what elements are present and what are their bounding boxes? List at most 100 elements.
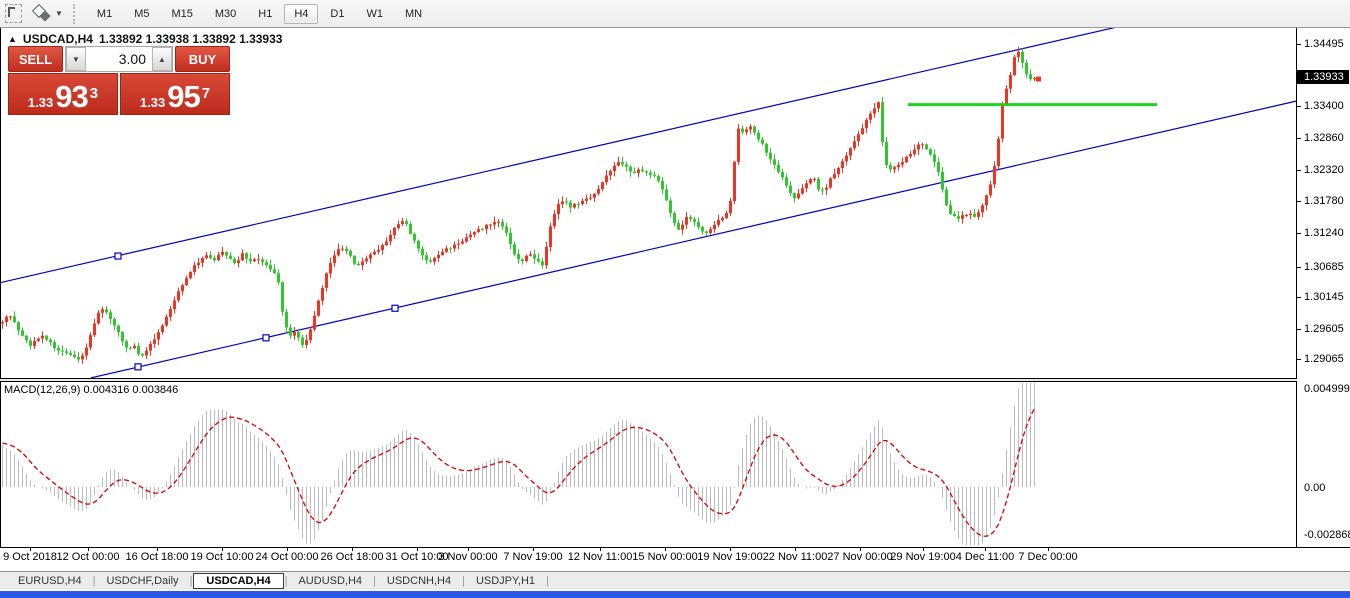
chart-tab-eurusd[interactable]: EURUSD,H4 — [18, 575, 82, 587]
timeframe-button-m30[interactable]: M30 — [214, 7, 237, 20]
candle-body — [821, 189, 824, 191]
time-tick-mark — [923, 547, 924, 551]
candle-body — [485, 224, 488, 230]
channel-lower-trendline[interactable] — [90, 100, 1297, 378]
trendline-handle[interactable] — [262, 334, 270, 342]
time-tick-mark — [468, 547, 469, 551]
candle-body — [221, 251, 224, 255]
candle-body — [433, 258, 436, 262]
price-axis[interactable]: 1.34495 1.33400 1.32860 1.32320 1.31780 1.312… — [1297, 28, 1350, 547]
candle-body — [301, 337, 304, 345]
ohlc-values: 1.33892 1.33938 1.33892 1.33933 — [98, 32, 283, 46]
trade-levels-icon[interactable]: ▼ — [31, 3, 63, 22]
chart-tab-usdjpy[interactable]: USDJPY,H1 — [475, 575, 536, 587]
candle-body — [401, 221, 404, 225]
candle-body — [557, 204, 560, 215]
panel-separator[interactable] — [0, 378, 1350, 379]
candle-body — [533, 254, 536, 259]
macd-axis-label: -0.002868 — [1304, 529, 1350, 541]
candle-body — [137, 345, 140, 355]
trendline-handle[interactable] — [134, 363, 142, 371]
timeframe-button-h4[interactable]: H4 — [284, 3, 319, 24]
candle-body — [609, 171, 612, 176]
sell-button[interactable]: SELL — [8, 46, 63, 72]
toolbar-grip[interactable] — [72, 3, 80, 24]
timeframe-button-m1[interactable]: M1 — [96, 7, 113, 20]
volume-input[interactable] — [86, 47, 152, 71]
price-axis-label: 1.34495 — [1304, 38, 1344, 50]
candle-body — [369, 254, 372, 259]
macd-indicator-chart[interactable] — [0, 381, 1350, 547]
candle-body — [97, 312, 100, 324]
price-axis-label: 1.31240 — [1304, 227, 1344, 239]
candle-body — [425, 255, 428, 261]
chart-tab-usdcad[interactable]: USDCAD,H4 — [193, 573, 284, 589]
candle-body — [149, 343, 152, 351]
buy-button[interactable]: BUY — [175, 46, 230, 72]
macd-axis-label: 0.00 — [1304, 482, 1326, 494]
candle-body — [417, 240, 420, 249]
volume-increase-button[interactable]: ▲ — [152, 47, 172, 71]
candle-body — [101, 309, 104, 313]
candle-body — [269, 265, 272, 270]
candle-body — [765, 143, 768, 153]
candle-body — [573, 204, 576, 208]
candle-body — [801, 188, 804, 194]
price-axis-label: 1.32860 — [1304, 132, 1344, 144]
candle-body — [1029, 74, 1032, 80]
trendline-handle[interactable] — [114, 252, 122, 260]
candle-body — [541, 261, 544, 266]
candle-body — [665, 189, 668, 201]
timeframe-button-m5[interactable]: M5 — [134, 7, 150, 20]
tab-separator: | — [546, 575, 549, 587]
sell-price-panel[interactable]: 1.33 93 3 — [8, 73, 118, 115]
candle-body — [741, 128, 744, 133]
trendline-handle[interactable] — [391, 304, 399, 312]
timeframe-button-m15[interactable]: M15 — [171, 7, 193, 20]
time-tick-mark — [30, 547, 31, 551]
candle-body — [313, 315, 316, 330]
candle-body — [669, 200, 672, 213]
channel-upper-trendline[interactable] — [0, 28, 1120, 284]
candle-body — [577, 204, 580, 206]
candle-body — [865, 119, 868, 129]
chart-tab-audusd[interactable]: AUDUSD,H4 — [298, 575, 363, 587]
time-tick-mark — [1048, 547, 1049, 551]
dropdown-caret-icon[interactable]: ▼ — [55, 9, 63, 18]
candle-body — [345, 248, 348, 251]
candle-body — [969, 213, 972, 215]
candle-body — [681, 224, 684, 230]
chart-shift-icon[interactable] — [5, 4, 22, 23]
time-axis-label: 29 Nov 19:00 — [890, 551, 956, 563]
candle-body — [205, 255, 208, 259]
timeframe-button-d1[interactable]: D1 — [330, 7, 345, 20]
time-axis-label: 19 Nov 19:00 — [697, 551, 763, 563]
buy-price-panel[interactable]: 1.33 95 7 — [120, 73, 230, 115]
sell-price-pip: 3 — [89, 85, 99, 102]
candle-body — [945, 189, 948, 206]
sell-price-prefix: 1.33 — [27, 95, 54, 110]
time-axis-label: 7 Dec 00:00 — [1018, 551, 1078, 563]
main-chart[interactable] — [0, 28, 1350, 378]
timeframe-button-h1[interactable]: H1 — [258, 7, 273, 20]
candle-body — [761, 139, 764, 144]
chart-tab-usdchf[interactable]: USDCHF,Daily — [106, 575, 179, 587]
volume-decrease-button[interactable]: ▼ — [66, 47, 86, 71]
timeframe-button-w1[interactable]: W1 — [366, 7, 383, 20]
candle-body — [725, 212, 728, 219]
candle-body — [273, 269, 276, 274]
time-axis[interactable]: 9 Oct 2018 12 Oct 00:00 16 Oct 18:00 19 Oct… — [0, 547, 1350, 570]
candle-body — [757, 132, 760, 140]
timeframe-button-mn[interactable]: MN — [404, 7, 423, 20]
candle-body — [145, 350, 148, 356]
candle-body — [61, 350, 64, 352]
collapse-arrow-icon[interactable]: ▲ — [8, 34, 17, 44]
candle-body — [497, 221, 500, 223]
time-axis-label: 19 Oct 10:00 — [190, 551, 254, 563]
buy-price-pip: 7 — [201, 85, 211, 102]
candle-body — [677, 223, 680, 230]
candle-body — [505, 226, 508, 233]
candle-body — [385, 241, 388, 246]
chart-tab-usdcnh[interactable]: USDCNH,H4 — [386, 575, 452, 587]
taskbar-strip — [0, 591, 1350, 598]
